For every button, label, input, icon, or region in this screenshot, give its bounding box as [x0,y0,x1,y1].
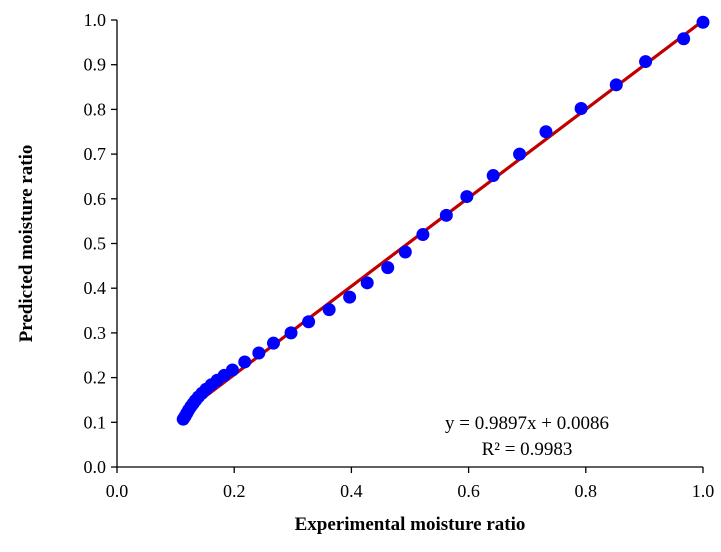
data-point [252,346,266,360]
data-point [266,336,280,350]
data-point [322,303,336,317]
y-axis-ticks [111,19,117,468]
data-point [398,245,412,259]
y-tick-label: 0.1 [84,412,107,432]
data-point [460,190,474,204]
x-tick-label: 0.0 [106,481,129,501]
x-tick-label: 0.2 [223,481,246,501]
data-points [176,15,710,426]
y-axis-title: Predicted moisture ratio [16,145,37,343]
data-point [302,315,316,329]
y-tick-label: 0.8 [84,99,107,119]
y-tick-label: 0.5 [84,234,107,254]
x-axis-tick-labels: 0.0 0.2 0.4 0.6 0.8 1.0 [106,481,715,501]
x-tick-label: 0.6 [457,481,480,501]
trendline-equation: y = 0.9897x + 0.0086 [445,413,609,434]
y-tick-label: 1.0 [84,10,107,30]
x-tick-label: 1.0 [692,481,715,501]
data-point [696,15,710,29]
data-point [486,169,500,183]
r-squared-label: R² = 0.9983 [482,439,573,460]
y-axis-tick-labels: 0.0 0.1 0.2 0.3 0.4 0.5 0.6 0.7 0.8 0.9 1.0 [84,10,107,477]
y-tick-label: 0.9 [84,55,107,75]
y-tick-label: 0.0 [84,457,107,477]
data-point [381,261,395,275]
data-point [284,326,298,340]
data-point [539,125,553,139]
data-point [574,102,588,116]
data-point [360,276,374,290]
data-point [416,228,430,242]
y-tick-label: 0.6 [84,189,107,209]
y-tick-label: 0.4 [84,278,107,298]
y-tick-label: 0.3 [84,323,107,343]
x-tick-label: 0.4 [340,481,363,501]
data-point [513,147,527,161]
y-tick-label: 0.2 [84,368,107,388]
data-point [677,32,691,46]
data-point [609,78,623,92]
y-tick-label: 0.7 [84,144,107,164]
data-point [639,55,653,69]
data-point [238,355,252,369]
data-point [439,208,453,222]
x-axis-title: Experimental moisture ratio [295,514,526,535]
data-point [225,363,239,377]
plot-area: 0.0 0.2 0.4 0.6 0.8 1.0 0.0 0.1 0.2 0.3 0.4 0.5 0.6… [84,10,715,501]
x-tick-label: 0.8 [575,481,598,501]
x-axis-ticks [116,467,704,473]
data-point [343,290,357,304]
